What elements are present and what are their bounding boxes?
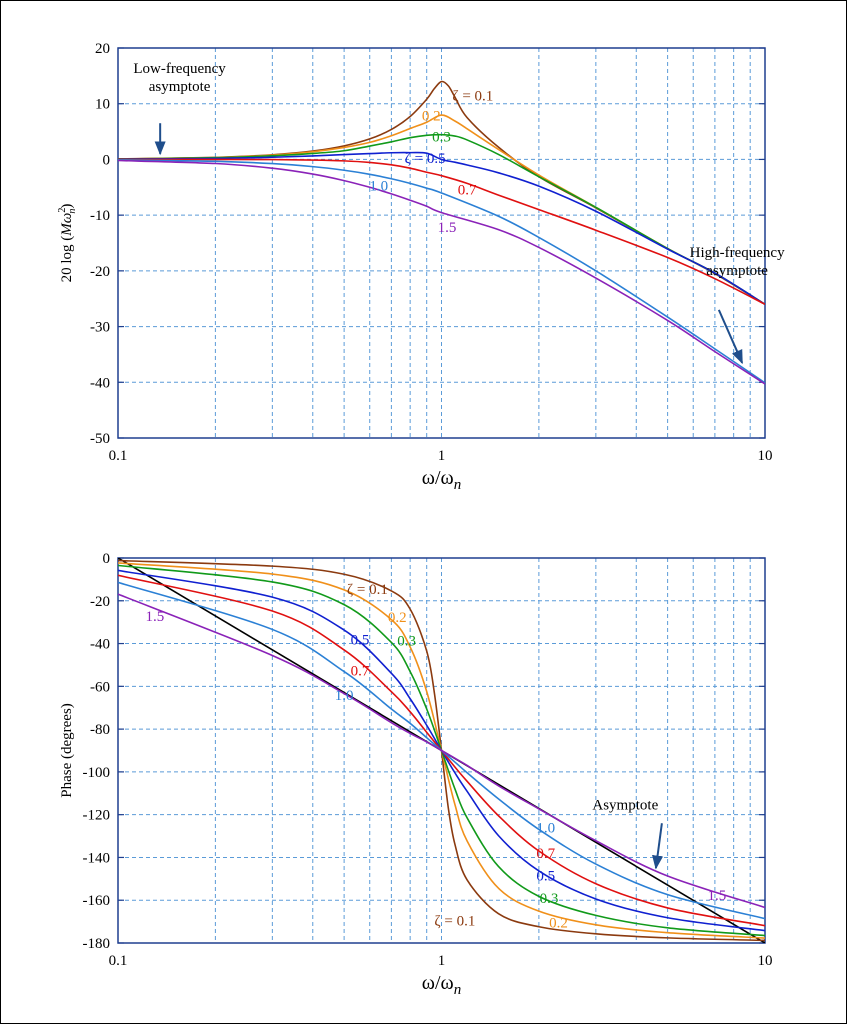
phase-grid [118,558,765,943]
magnitude-curve-label: 0.3 [432,130,451,146]
phase-curve-label: 0.2 [549,916,568,932]
phase-curve-label: 0.5 [351,632,370,648]
magnitude-ytick-label: -10 [90,208,110,224]
phase-plot-frame [117,557,766,944]
phase-curve-label: 0.3 [540,891,559,907]
magnitude-annotation-text: Low-frequency [133,61,226,77]
phase-series-line [118,574,765,927]
magnitude-curve-label: 1.5 [438,220,457,236]
phase-curve-label: 1.5 [708,888,727,904]
magnitude-series-line [118,159,765,385]
magnitude-grid [118,48,765,438]
phase-ytick-label: 0 [103,551,111,567]
magnitude-ytick-label: -40 [90,375,110,391]
magnitude-ytick-label: 10 [95,97,110,113]
magnitude-ytick-label: -20 [90,264,110,280]
magnitude-xtick-label: 0.1 [109,448,128,464]
phase-curve-label: 0.7 [536,846,555,862]
phase-ytick-label: -160 [83,893,111,909]
phase-curve-label: 0.5 [536,869,555,885]
phase-series-line [118,562,765,939]
magnitude-curve-label: 1.0 [369,179,388,195]
phase-series-line [118,593,765,909]
phase-series-line [118,559,765,942]
phase-curve-label: ζ = 0.1 [347,582,388,598]
phase-annotation-arrow [652,823,664,870]
magnitude-series-line [118,159,765,384]
phase-curve-label: 0.2 [388,610,407,626]
magnitude-ytick-label: -50 [90,431,110,447]
magnitude-plot: 20 10 0 -10 -20 -30 -40 -500.1 1 10 ω/ωn 20 log (Mω… [57,41,785,493]
phase-xtick-label: 10 [758,953,773,969]
magnitude-xtick-label: 1 [438,448,446,464]
magnitude-xlabel: ω/ωn [422,467,461,493]
magnitude-ytick-label: -30 [90,320,110,336]
phase-curve-label: 1.0 [335,688,354,704]
magnitude-annotation-text: asymptote [149,79,211,95]
magnitude-series-group [118,80,765,385]
magnitude-xtick-label: 10 [758,448,773,464]
phase-xlabel: ω/ωn [422,972,461,998]
magnitude-series-line [118,133,765,305]
phase-ytick-label: -80 [90,722,110,738]
magnitude-annotation-arrow [717,309,744,365]
phase-ytick-label: -140 [83,850,111,866]
phase-curve-label: 0.3 [397,633,416,649]
magnitude-annotation-text: High-frequency [690,245,785,261]
magnitude-curve-label: ζ = 0.5 [405,151,446,167]
phase-ylabel: Phase (degrees) [59,703,75,798]
magnitude-annotation-text: asymptote [706,263,768,279]
magnitude-series-line [118,151,765,305]
magnitude-series-line [118,158,765,306]
phase-ytick-label: -120 [83,808,111,824]
magnitude-ytick-label: 0 [103,152,111,168]
phase-ytick-label: -100 [83,765,111,781]
magnitude-curve-label: ζ = 0.1 [452,88,493,104]
phase-series-group [118,558,765,943]
phase-xtick-label: 0.1 [109,953,128,969]
phase-ytick-label: -20 [90,594,110,610]
phase-curve-label: 1.5 [145,609,164,625]
phase-ytick-label: -180 [83,936,111,952]
magnitude-ylabel: 20 log (Mω2n) [57,204,78,283]
magnitude-ytick-label: 20 [95,41,110,57]
phase-series-line [118,581,765,920]
phase-series-line [118,564,765,937]
magnitude-plot-frame [117,47,766,439]
phase-ytick-label: -40 [90,637,110,653]
phase-curve-label: 0.7 [351,663,370,679]
phase-curve-label: ζ = 0.1 [434,914,475,930]
phase-ytick-label: -60 [90,679,110,695]
phase-series-line [118,569,765,932]
phase-curve-label: 1.0 [536,821,555,837]
magnitude-curve-label: 0.7 [458,183,477,199]
phase-annotation-text: Asymptote [592,797,658,813]
magnitude-curve-label: 0.2 [422,108,441,124]
phase-xtick-label: 1 [438,953,446,969]
